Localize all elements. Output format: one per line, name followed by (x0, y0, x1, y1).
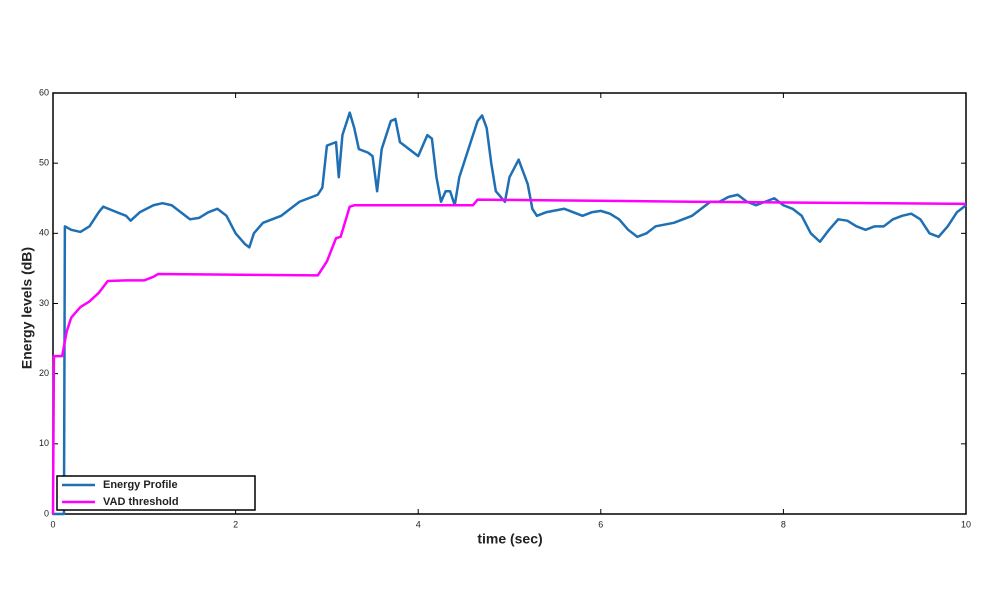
y-tick-label: 50 (39, 158, 49, 168)
legend: Energy Profile VAD threshold (56, 475, 256, 511)
y-tick-label: 10 (39, 438, 49, 448)
y-tick-label: 40 (39, 228, 49, 238)
series-line (51, 198, 967, 515)
legend-box (56, 475, 256, 511)
y-tick-label: 30 (39, 298, 49, 308)
series-line (53, 111, 967, 516)
plot-frame (52, 92, 967, 515)
legend-label: Energy Profile (103, 479, 178, 491)
x-tick-label: 2 (233, 519, 238, 529)
y-tick-label: 20 (39, 368, 49, 378)
x-tick-label: 6 (598, 519, 603, 529)
x-tick-label: 10 (961, 519, 971, 529)
x-tick-label: 8 (781, 519, 786, 529)
legend-label: VAD threshold (103, 496, 179, 508)
x-tick-label: 4 (416, 519, 421, 529)
y-tick-label: 60 (39, 87, 49, 97)
x-axis-label: time (sec) (477, 531, 542, 547)
y-tick-label: 0 (44, 508, 49, 518)
y-axis-label: Energy levels (dB) (19, 247, 35, 369)
x-tick-label: 0 (50, 519, 55, 529)
